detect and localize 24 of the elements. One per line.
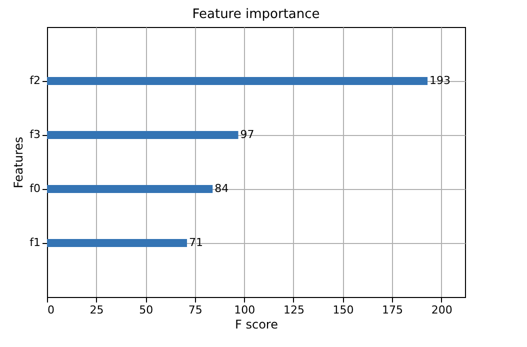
- y-tick-label: f0: [30, 182, 40, 195]
- x-tick-label: 125: [283, 304, 304, 316]
- y-tick-label: f1: [30, 236, 40, 249]
- x-tick-label: 200: [431, 304, 452, 316]
- x-tick-label: 0: [48, 304, 54, 316]
- y-tick-label: f3: [30, 128, 40, 141]
- data-label: 71: [188, 236, 203, 249]
- chart-title: Feature importance: [192, 7, 320, 22]
- x-tick-label: 75: [188, 304, 202, 316]
- data-label: 193: [430, 74, 451, 87]
- data-label: 97: [240, 128, 254, 141]
- bar: [47, 238, 187, 248]
- y-tick-label: f2: [30, 74, 40, 87]
- x-axis-title: F score: [235, 318, 278, 332]
- bar: [47, 130, 238, 140]
- bar: [47, 184, 213, 194]
- data-label: 84: [214, 182, 229, 195]
- y-axis-title: Features: [12, 136, 26, 188]
- bar: [47, 76, 428, 86]
- x-tick-label: 175: [382, 304, 404, 316]
- x-tick-label: 100: [234, 304, 256, 316]
- x-tick-label: 25: [90, 304, 104, 316]
- x-tick-label: 50: [139, 304, 154, 316]
- x-tick-label: 150: [332, 304, 354, 316]
